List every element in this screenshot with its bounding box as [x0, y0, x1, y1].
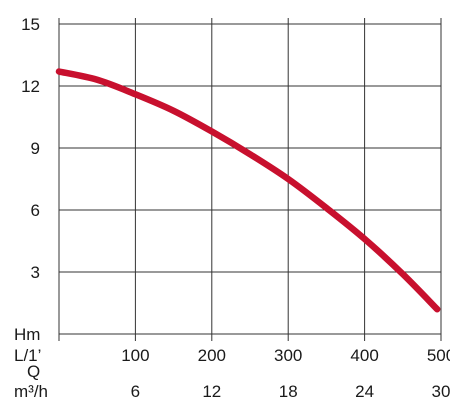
x-tick-label-m3h: 6 [131, 382, 140, 401]
x-tick-label-lpm: 100 [121, 346, 149, 365]
curve-layer [55, 68, 441, 313]
y-tick-label: 9 [31, 139, 40, 158]
x-tick-label-lpm: 300 [274, 346, 302, 365]
y-tick-label: 15 [21, 15, 40, 34]
axis-labels: 15 12 9 6 3 Hm L/1’ 100 200 300 400 500 Qm³/h 6 12 18 24… [14, 15, 450, 401]
x-tick-label-m3h: 24 [355, 382, 374, 401]
pump-curve-line [55, 68, 441, 313]
x-unit-label-lpm: L/1’ [14, 346, 41, 365]
x-tick-label-m3h: 18 [279, 382, 298, 401]
x-tick-label-m3h: 12 [202, 382, 221, 401]
y-tick-label: 12 [21, 77, 40, 96]
x-tick-label-lpm: 500 [427, 346, 450, 365]
x-tick-label-lpm: 400 [350, 346, 378, 365]
grid [58, 18, 442, 341]
y-tick-label: 3 [31, 263, 40, 282]
x-tick-label-m3h: 30 [432, 382, 450, 401]
flow-symbol: Q [27, 362, 40, 381]
x-unit-label-m3h: m³/h [14, 382, 48, 401]
y-unit-label: Hm [14, 325, 40, 344]
y-tick-label: 6 [31, 201, 40, 220]
x-tick-label-lpm: 200 [198, 346, 226, 365]
